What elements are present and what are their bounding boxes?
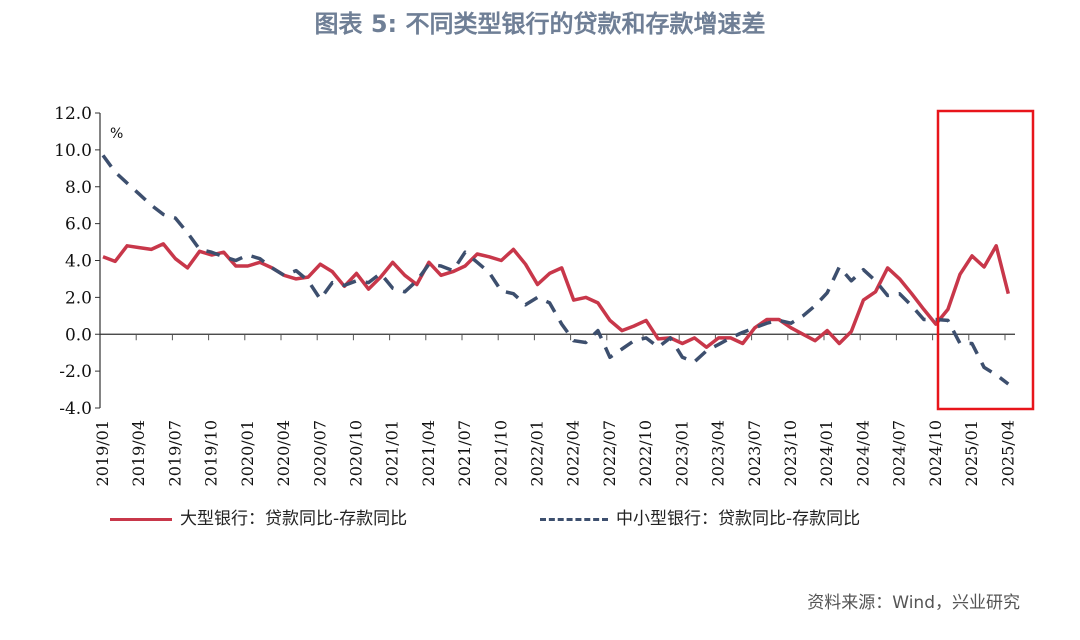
x-tick-label: 2022/10	[636, 420, 655, 486]
source-note: 资料来源：Wind，兴业研究	[807, 593, 1020, 613]
x-tick-label: 2021/10	[491, 420, 510, 486]
y-tick-label: 6.0	[65, 215, 92, 235]
y-tick-label: 10.0	[54, 141, 92, 161]
legend-swatch-dashed	[540, 517, 608, 521]
x-tick-label: 2023/07	[745, 420, 764, 486]
x-tick-label: 2021/04	[419, 420, 438, 486]
x-tick-label: 2019/07	[165, 420, 184, 486]
x-tick-label: 2019/01	[93, 420, 112, 486]
x-tick-label: 2025/04	[998, 420, 1017, 486]
y-tick-label: 12.0	[54, 104, 92, 124]
x-tick-label: 2025/01	[962, 420, 981, 486]
x-tick-label: 2023/01	[672, 420, 691, 486]
series-line-small-medium-banks	[101, 154, 1010, 386]
x-tick-label: 2019/04	[129, 420, 148, 486]
legend-item-large-banks: 大型银行：贷款同比-存款同比	[110, 504, 407, 529]
y-unit-label: %	[110, 126, 123, 142]
highlight-box	[936, 109, 1035, 411]
x-tick-label: 2020/04	[274, 420, 293, 486]
x-tick-label: 2024/10	[926, 420, 945, 486]
legend-swatch-solid	[110, 517, 172, 521]
x-tick-label: 2020/07	[310, 420, 329, 486]
y-tick-label: -2.0	[59, 362, 92, 382]
x-tick-label: 2022/04	[564, 420, 583, 486]
y-tick-label: -4.0	[59, 399, 92, 419]
x-tick-label: 2020/10	[346, 420, 365, 486]
y-tick-label: 4.0	[65, 252, 92, 272]
chart-title: 图表 5: 不同类型银行的贷款和存款增速差	[314, 10, 766, 38]
x-tick-label: 2023/10	[781, 420, 800, 486]
x-tick-label: 2024/01	[817, 420, 836, 486]
x-tick-label: 2023/04	[709, 420, 728, 486]
legend-item-small-medium-banks: 中小型银行：贷款同比-存款同比	[540, 504, 860, 529]
x-tick-label: 2022/07	[600, 420, 619, 486]
y-tick-label: 0.0	[65, 325, 92, 345]
x-tick-label: 2021/01	[383, 420, 402, 486]
x-tick-label: 2024/07	[890, 420, 909, 486]
legend-label: 大型银行：贷款同比-存款同比	[180, 509, 408, 529]
y-tick-label: 8.0	[65, 178, 92, 198]
x-tick-label: 2022/01	[528, 420, 547, 486]
y-tick-label: 2.0	[65, 288, 92, 308]
legend-label: 中小型银行：贷款同比-存款同比	[616, 509, 861, 529]
series-line-large-banks	[102, 242, 1010, 349]
x-tick-label: 2020/01	[238, 420, 257, 486]
x-tick-label: 2019/10	[202, 420, 221, 486]
x-tick-label: 2021/07	[455, 420, 474, 486]
x-tick-label: 2024/04	[853, 420, 872, 486]
